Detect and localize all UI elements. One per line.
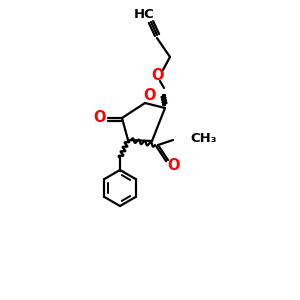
Text: O: O xyxy=(144,88,156,103)
Text: O: O xyxy=(152,68,164,82)
Text: CH₃: CH₃ xyxy=(190,131,217,145)
Text: HC: HC xyxy=(134,8,154,20)
Text: O: O xyxy=(167,158,179,173)
Text: O: O xyxy=(94,110,106,124)
